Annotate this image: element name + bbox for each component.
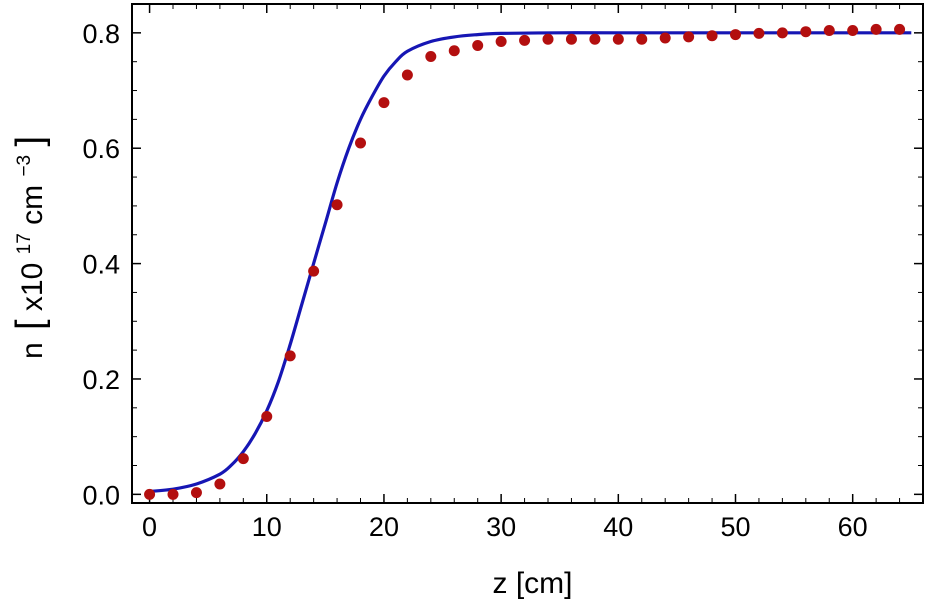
fit-curve: [149, 31, 912, 494]
y-tick-label: 0.0: [82, 480, 120, 510]
data-point: [870, 23, 882, 35]
data-point: [308, 265, 320, 277]
y-axis-title-bracket-close: ]: [9, 136, 51, 147]
data-point: [823, 25, 835, 37]
x-tick-label: 50: [720, 512, 750, 542]
data-point: [636, 33, 648, 45]
data-point: [448, 45, 460, 57]
y-axis-title-prefix: n: [16, 342, 49, 359]
data-point: [425, 50, 437, 62]
x-tick-label: 40: [603, 512, 633, 542]
x-axis: 0 10 20 30 40 50 60: [142, 4, 924, 542]
x-tick-label: 60: [838, 512, 868, 542]
data-point: [776, 27, 788, 39]
y-tick-label: 0.4: [82, 250, 120, 280]
data-point: [730, 29, 742, 41]
data-point: [565, 33, 577, 45]
data-point: [472, 40, 484, 52]
data-point: [753, 27, 765, 39]
data-point: [495, 35, 507, 47]
data-point: [800, 26, 812, 38]
data-point: [706, 30, 718, 42]
y-axis-title: n [ x10 17 cm −3 ]: [4, 136, 51, 359]
data-point: [144, 488, 156, 500]
x-tick-label: 30: [486, 512, 516, 542]
data-point: [261, 410, 273, 422]
data-point: [214, 478, 226, 490]
data-point: [284, 350, 296, 362]
y-axis-title-unit: cm: [16, 185, 49, 225]
x-axis-title: z [cm]: [493, 567, 573, 600]
data-point: [542, 33, 554, 45]
y-axis-title-bracket-open: [: [9, 319, 51, 330]
data-point: [519, 34, 531, 46]
x-tick-label: 20: [369, 512, 399, 542]
x-tick-label: 10: [252, 512, 282, 542]
data-point: [167, 488, 179, 500]
x-tick-label: 0: [142, 512, 157, 542]
data-point: [659, 32, 671, 44]
data-point: [190, 487, 202, 499]
data-point: [355, 137, 367, 149]
data-points-group: [144, 23, 906, 500]
data-point: [401, 69, 413, 81]
fit-curve-group: [149, 31, 912, 494]
y-tick-label: 0.2: [82, 365, 120, 395]
data-point: [378, 97, 390, 109]
data-point: [331, 199, 343, 211]
y-axis: 0.0 0.2 0.4 0.6 0.8: [82, 19, 923, 510]
data-point: [683, 31, 695, 43]
data-point: [847, 25, 859, 37]
data-point: [612, 33, 624, 45]
data-point: [894, 23, 906, 35]
y-axis-title-exp2: −3: [14, 155, 35, 177]
plot-frame: [131, 3, 924, 504]
y-tick-label: 0.6: [82, 134, 120, 164]
data-point: [237, 453, 249, 465]
y-axis-title-exp1: 17: [14, 233, 35, 254]
y-tick-label: 0.8: [82, 19, 120, 49]
y-axis-title-mult: x10: [16, 263, 49, 311]
data-point: [589, 33, 601, 45]
